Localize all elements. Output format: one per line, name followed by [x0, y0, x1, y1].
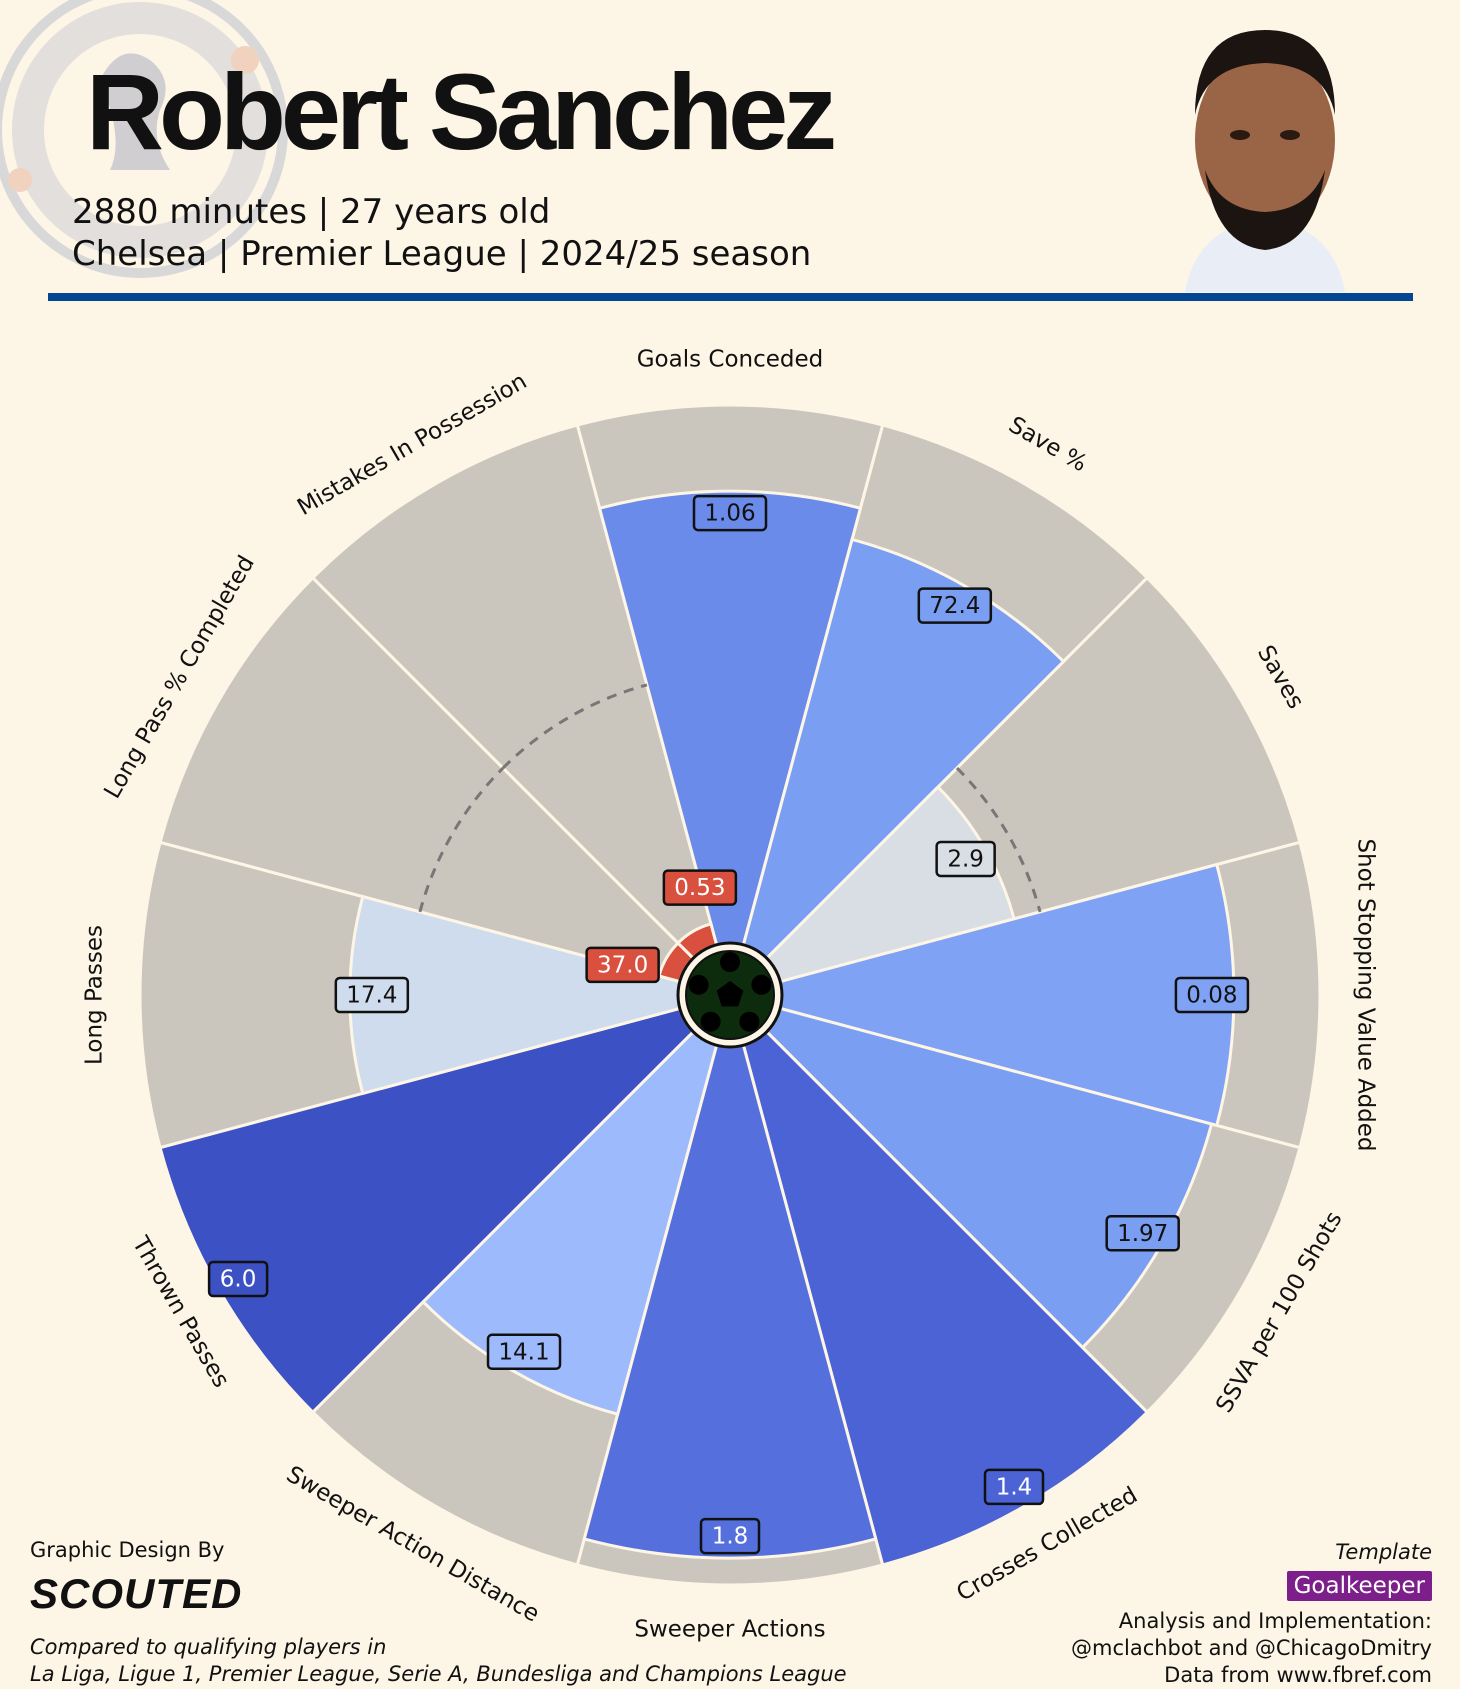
reference-ring-segment — [418, 766, 505, 913]
soccer-ball-patch — [751, 974, 772, 995]
soccer-ball-patch — [720, 952, 740, 972]
value-box-long-pass-completed — [585, 946, 660, 984]
value-label-sweeper-action-distance: 14.1 — [498, 1339, 549, 1365]
value-box-save — [917, 587, 993, 624]
value-box-ssva-per-100-shots — [1105, 1215, 1180, 1252]
value-label-saves: 2.9 — [947, 846, 984, 872]
data-source: Data from www.fbref.com — [1164, 1663, 1432, 1687]
analysis-credit: Analysis and Implementation: @mclachbot … — [1071, 1608, 1432, 1689]
value-label-thrown-passes: 6.0 — [220, 1267, 257, 1293]
value-box-long-passes — [334, 976, 410, 1014]
soccer-ball-patch — [700, 1011, 721, 1032]
value-box-sweeper-action-distance — [486, 1333, 562, 1371]
soccer-ball-icon — [676, 941, 784, 1049]
player-portrait — [1185, 30, 1345, 292]
template-label: Template — [1335, 1540, 1432, 1564]
template-badge: Goalkeeper — [1286, 1571, 1432, 1601]
soccer-ball-patch — [688, 974, 709, 995]
metric-label-sweeper-actions: Sweeper Actions — [634, 1617, 825, 1643]
player-minutes-age: 2880 minutes | 27 years old — [72, 192, 551, 232]
value-label-save: 72.4 — [929, 593, 980, 619]
reference-ring — [418, 683, 1042, 913]
reference-ring-segment — [955, 766, 1042, 913]
metric-label-long-passes: Long Passes — [82, 925, 108, 1065]
value-box-sweeper-actions — [699, 1517, 761, 1555]
value-label-mistakes-in-possession: 0.53 — [674, 875, 725, 901]
reference-ring-segment — [501, 683, 648, 770]
scouted-logo: SCOUTED — [30, 1570, 243, 1617]
value-labels: 1.06 72.4 2.9 0.08 1.97 1.4 1.8 14.1 6.0 17.4 37.0… — [207, 494, 1250, 1555]
value-box-saves — [935, 840, 996, 878]
value-box-goals-conceded — [692, 494, 768, 532]
comparison-note-line1: Compared to qualifying players in — [30, 1635, 387, 1659]
metric-label-saves: Saves — [1252, 641, 1309, 713]
analysis-credit-line1: Analysis and Implementation: — [1118, 1609, 1432, 1633]
player-club-league-season: Chelsea | Premier League | 2024/25 seaso… — [72, 234, 812, 274]
credit-design-by: Graphic Design By — [30, 1538, 225, 1562]
value-label-ssva-per-100-shots: 1.97 — [1117, 1221, 1168, 1247]
value-box-mistakes-in-possession — [662, 869, 738, 906]
value-box-shot-stopping-value-added — [1174, 976, 1250, 1014]
soccer-ball-patch — [739, 1011, 760, 1032]
comparison-note-line2: La Liga, Ligue 1, Premier League, Serie … — [30, 1662, 847, 1686]
header-rule — [48, 293, 1413, 301]
value-box-crosses-collected — [983, 1468, 1045, 1506]
value-label-shot-stopping-value-added: 0.08 — [1186, 983, 1237, 1009]
metric-label-shot-stopping-value-added: Shot Stopping Value Added — [1353, 838, 1379, 1151]
player-name: Robert Sanchez — [86, 51, 837, 172]
comparison-note: Compared to qualifying players in La Lig… — [30, 1634, 930, 1688]
chelsea-badge-icon — [0, 0, 288, 278]
value-label-long-passes: 17.4 — [346, 983, 397, 1009]
metric-label-save: Save % — [1004, 412, 1091, 477]
soccer-ball-pentagon — [716, 981, 744, 1007]
value-label-crosses-collected: 1.4 — [996, 1474, 1033, 1500]
metric-label-goals-conceded: Goals Conceded — [637, 347, 824, 373]
analysis-credit-line2: @mclachbot and @ChicagoDmitry — [1071, 1636, 1432, 1660]
value-box-thrown-passes — [207, 1260, 269, 1298]
value-label-goals-conceded: 1.06 — [704, 501, 755, 527]
value-label-long-pass-completed: 37.0 — [597, 952, 648, 978]
value-label-sweeper-actions: 1.8 — [712, 1524, 749, 1550]
